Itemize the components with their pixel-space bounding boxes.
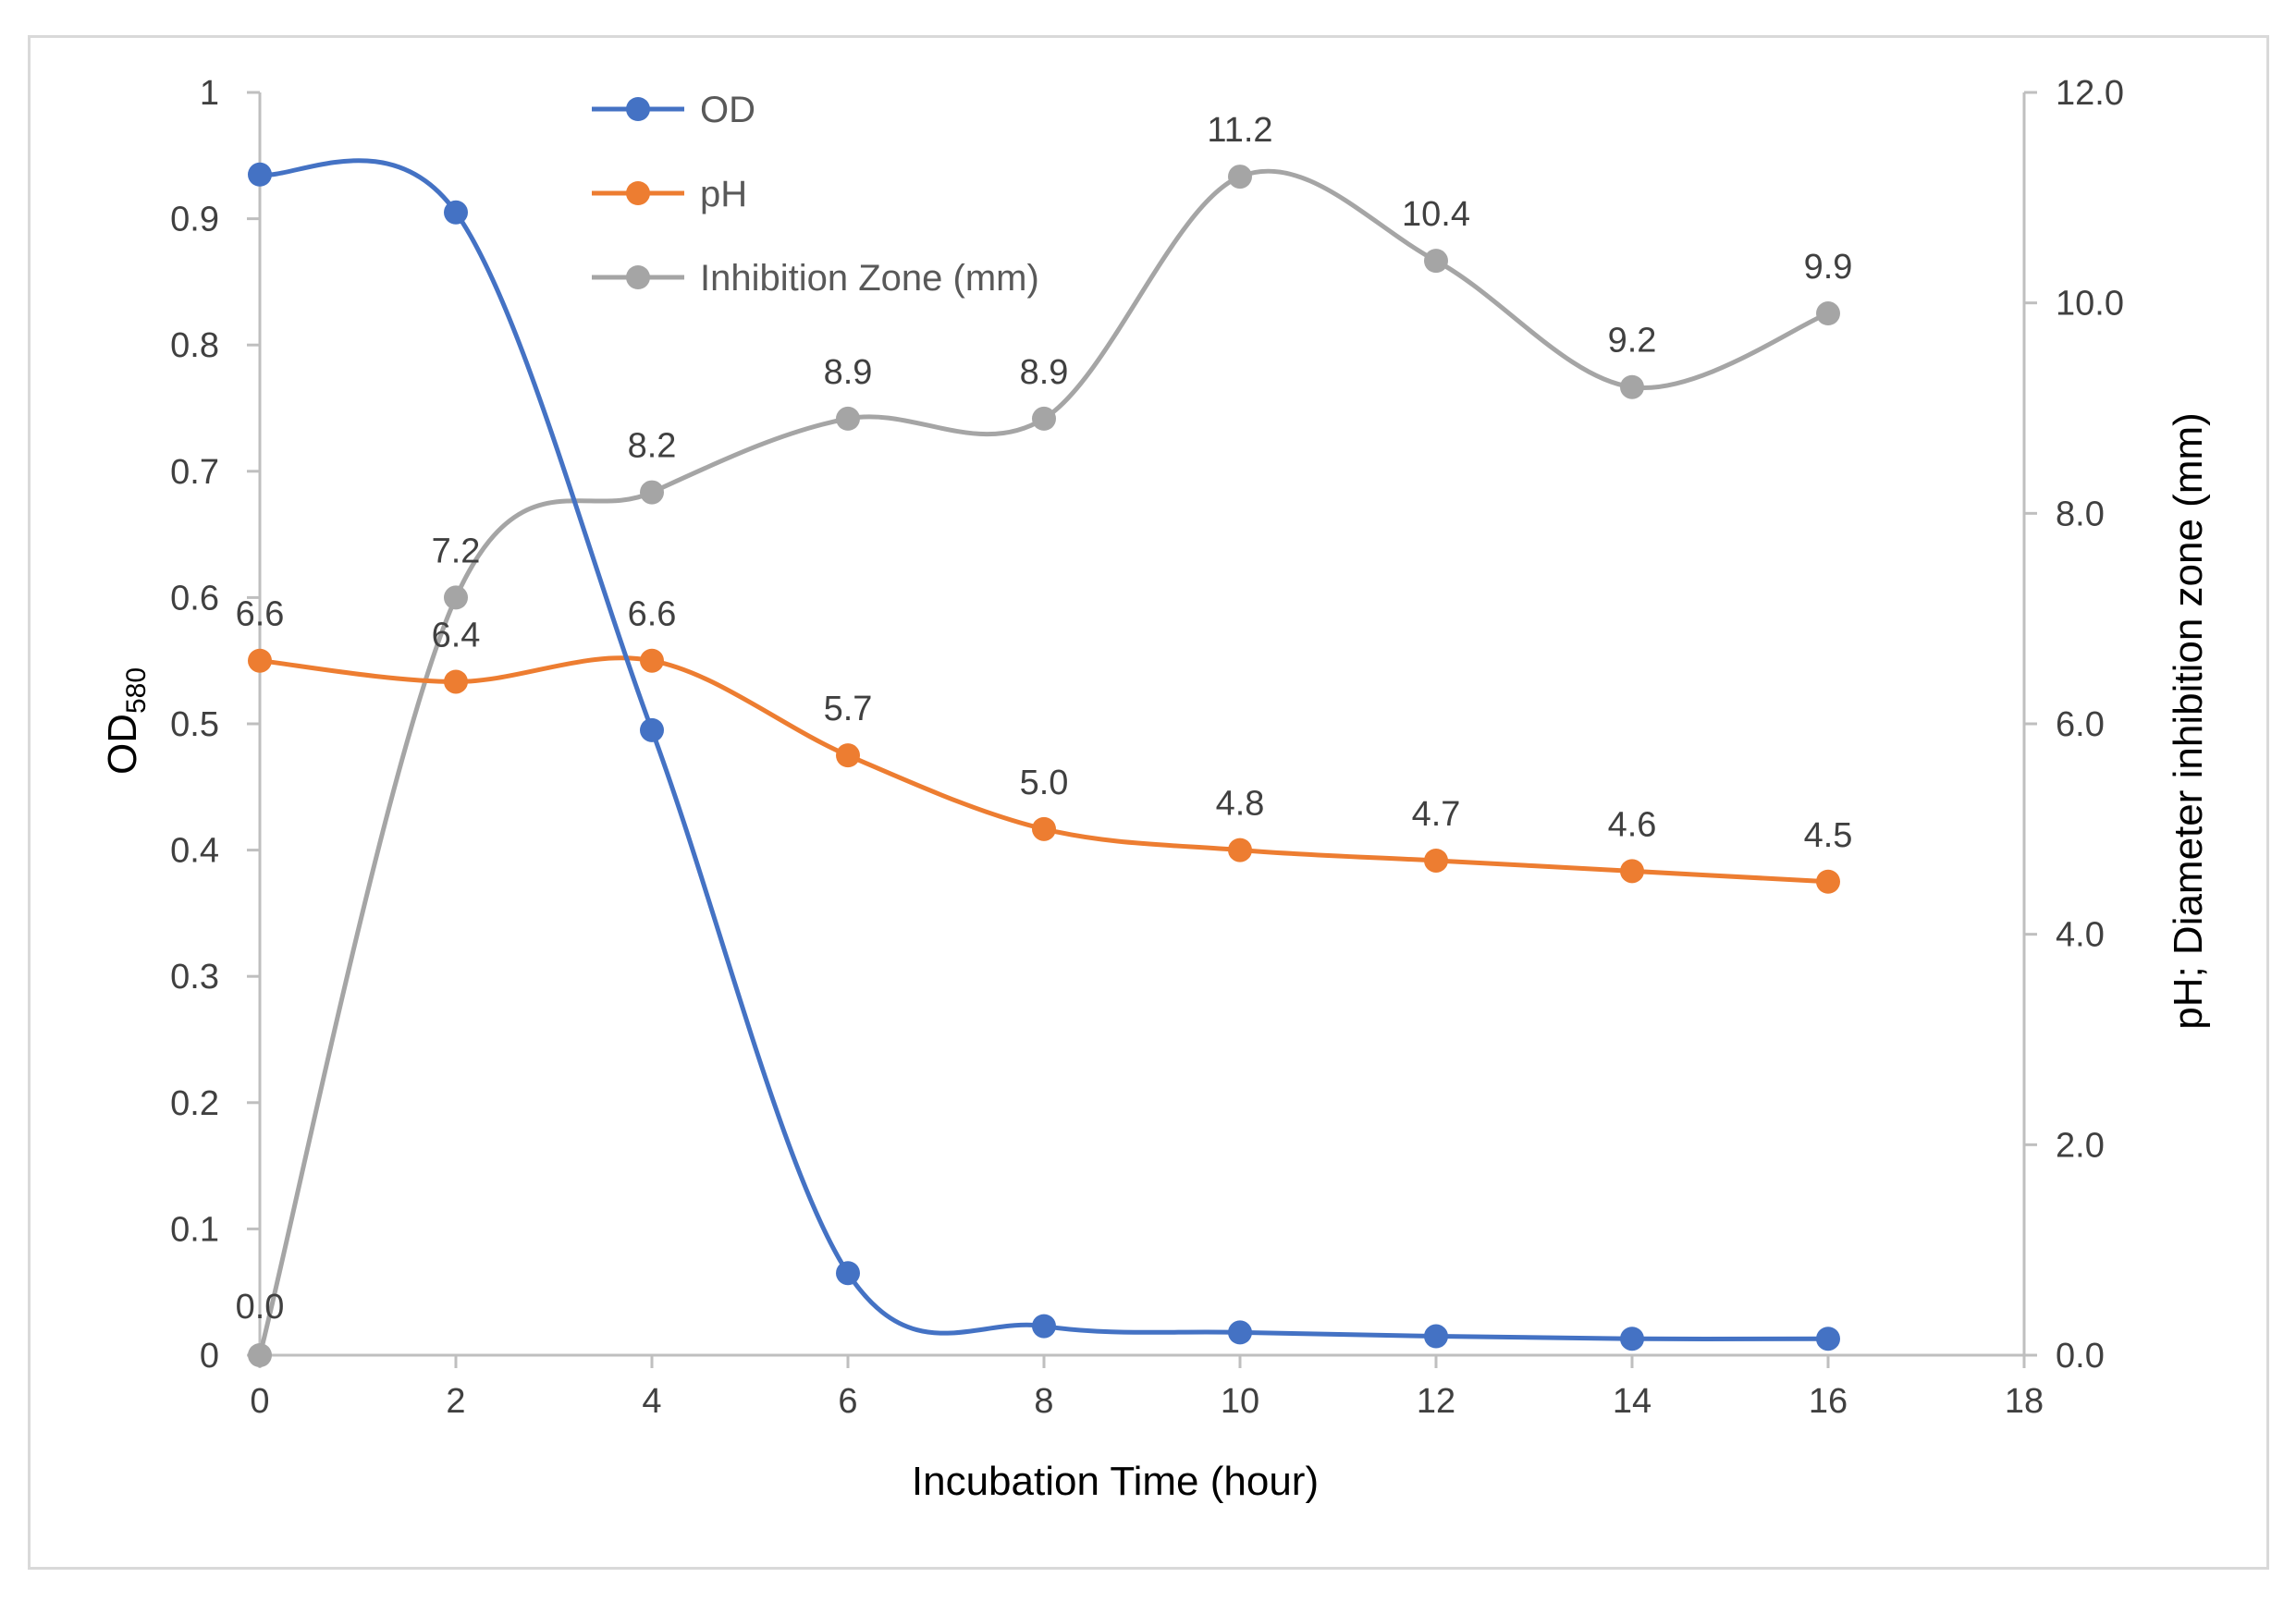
legend-marker	[626, 265, 650, 289]
series-line-2	[257, 168, 1831, 1358]
data-label: 6.6	[628, 595, 677, 634]
data-label: 4.8	[1216, 785, 1265, 824]
y-left-tick-label: 0.2	[170, 1084, 219, 1123]
data-point	[248, 162, 272, 187]
data-point	[836, 743, 860, 768]
y-right-tick-label: 8.0	[2056, 495, 2105, 533]
data-point	[1620, 859, 1644, 884]
chart-data-labels: 6.6 6.4 6.6 5.7 5.0 4.8 4.7 4.6 4.5 0.0 7.2 8.2 8.9 8…	[236, 111, 1853, 1327]
data-label: 8.2	[628, 427, 677, 466]
y-left-tick-label: 0.9	[170, 201, 219, 239]
legend-marker	[626, 97, 650, 121]
legend-label: OD	[700, 90, 755, 130]
x-axis-title: Incubation Time (hour)	[912, 1459, 1319, 1504]
y-left-tick-label: 0.3	[170, 958, 219, 997]
data-point	[1228, 1320, 1252, 1345]
y-left-tick-label: 0.1	[170, 1210, 219, 1249]
y-right-tick-label: 10.0	[2056, 285, 2124, 324]
data-point	[1816, 1327, 1840, 1351]
data-point	[1816, 301, 1840, 326]
y-right-tick-label: 6.0	[2056, 705, 2105, 744]
data-point	[640, 648, 664, 673]
series-line-0	[257, 158, 1831, 1341]
data-label: 9.9	[1804, 248, 1853, 287]
data-label: 8.9	[824, 353, 873, 392]
data-label: 8.9	[1020, 353, 1069, 392]
y-left-tick-label: 0.6	[170, 579, 219, 618]
x-tick-label: 2	[446, 1382, 465, 1421]
y-left-tick-label: 0.5	[170, 705, 219, 744]
x-tick-label: 16	[1809, 1382, 1848, 1421]
data-label: 11.2	[1207, 111, 1272, 150]
data-point	[1228, 165, 1252, 190]
data-point	[1816, 869, 1840, 894]
y-axis-title-left-main: OD	[100, 714, 145, 775]
data-label: 7.2	[432, 532, 481, 570]
x-tick-label: 8	[1034, 1382, 1053, 1421]
legend-label: pH	[700, 174, 747, 214]
data-point	[248, 1343, 272, 1367]
data-point	[1032, 816, 1056, 841]
x-tick-label: 12	[1417, 1382, 1455, 1421]
data-point	[1032, 406, 1056, 431]
chart-points	[248, 162, 1840, 1367]
data-label: 5.7	[824, 690, 873, 728]
data-point	[640, 480, 664, 505]
data-point	[444, 585, 468, 610]
chart-frame	[28, 35, 2269, 1570]
data-point	[1032, 1314, 1056, 1339]
data-point	[248, 648, 272, 673]
data-point	[836, 1261, 860, 1286]
data-label: 0.0	[236, 1288, 285, 1327]
data-point	[1424, 1324, 1448, 1349]
data-label: 6.4	[432, 616, 481, 654]
data-point	[640, 717, 664, 742]
y-axis-title-left: OD580	[100, 667, 152, 775]
x-tick-label: 0	[250, 1382, 269, 1421]
data-point	[444, 200, 468, 225]
y-left-tick-label: 0.4	[170, 832, 219, 871]
data-point	[1424, 249, 1448, 274]
x-tick-label: 4	[642, 1382, 661, 1421]
y-right-tick-label: 12.0	[2056, 74, 2124, 113]
y-left-tick-label: 0	[200, 1337, 219, 1376]
data-label: 10.4	[1402, 195, 1470, 234]
chart-legend: OD pH Inhibition Zone (mm)	[592, 90, 1039, 299]
data-label: 6.6	[236, 595, 285, 634]
x-tick-label: 18	[2005, 1382, 2044, 1421]
y-left-tick-label: 0.8	[170, 326, 219, 365]
chart-axes: 0 2 4 6 8 10 12 14 16 18 0 0.1 0.2 0.3 0.4 0.5 0.6 0.7 0.8…	[170, 74, 2124, 1421]
data-point	[1228, 838, 1252, 862]
data-label: 4.7	[1412, 795, 1461, 834]
legend-marker	[626, 181, 650, 205]
y-axis-title-right: pH; Diameter inhibition zone (mm)	[2166, 412, 2211, 1030]
data-label: 9.2	[1608, 322, 1657, 361]
data-label: 4.6	[1608, 805, 1657, 844]
data-point	[444, 669, 468, 694]
x-tick-label: 6	[838, 1382, 857, 1421]
y-right-tick-label: 0.0	[2056, 1337, 2105, 1376]
legend-label: Inhibition Zone (mm)	[700, 258, 1039, 299]
data-label: 4.5	[1804, 816, 1853, 855]
x-tick-label: 10	[1221, 1382, 1259, 1421]
y-right-tick-label: 4.0	[2056, 916, 2105, 955]
x-tick-label: 14	[1613, 1382, 1651, 1421]
data-point	[1620, 1327, 1644, 1351]
data-label: 5.0	[1020, 764, 1069, 802]
y-left-tick-label: 1	[200, 74, 219, 113]
data-point	[836, 406, 860, 431]
data-point	[1620, 374, 1644, 399]
y-axis-title-left-subscript: 580	[121, 667, 152, 714]
data-point	[1424, 848, 1448, 873]
y-left-tick-label: 0.7	[170, 453, 219, 492]
chart-lines	[257, 158, 1831, 1358]
y-right-tick-label: 2.0	[2056, 1126, 2105, 1165]
